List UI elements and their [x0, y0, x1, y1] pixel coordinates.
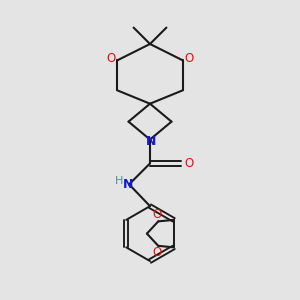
Text: O: O [185, 52, 194, 65]
Text: O: O [152, 208, 161, 221]
Text: H: H [115, 176, 123, 186]
Text: O: O [152, 246, 161, 259]
Text: O: O [185, 157, 194, 170]
Text: O: O [106, 52, 115, 65]
Text: N: N [146, 134, 156, 148]
Text: N: N [122, 178, 133, 191]
